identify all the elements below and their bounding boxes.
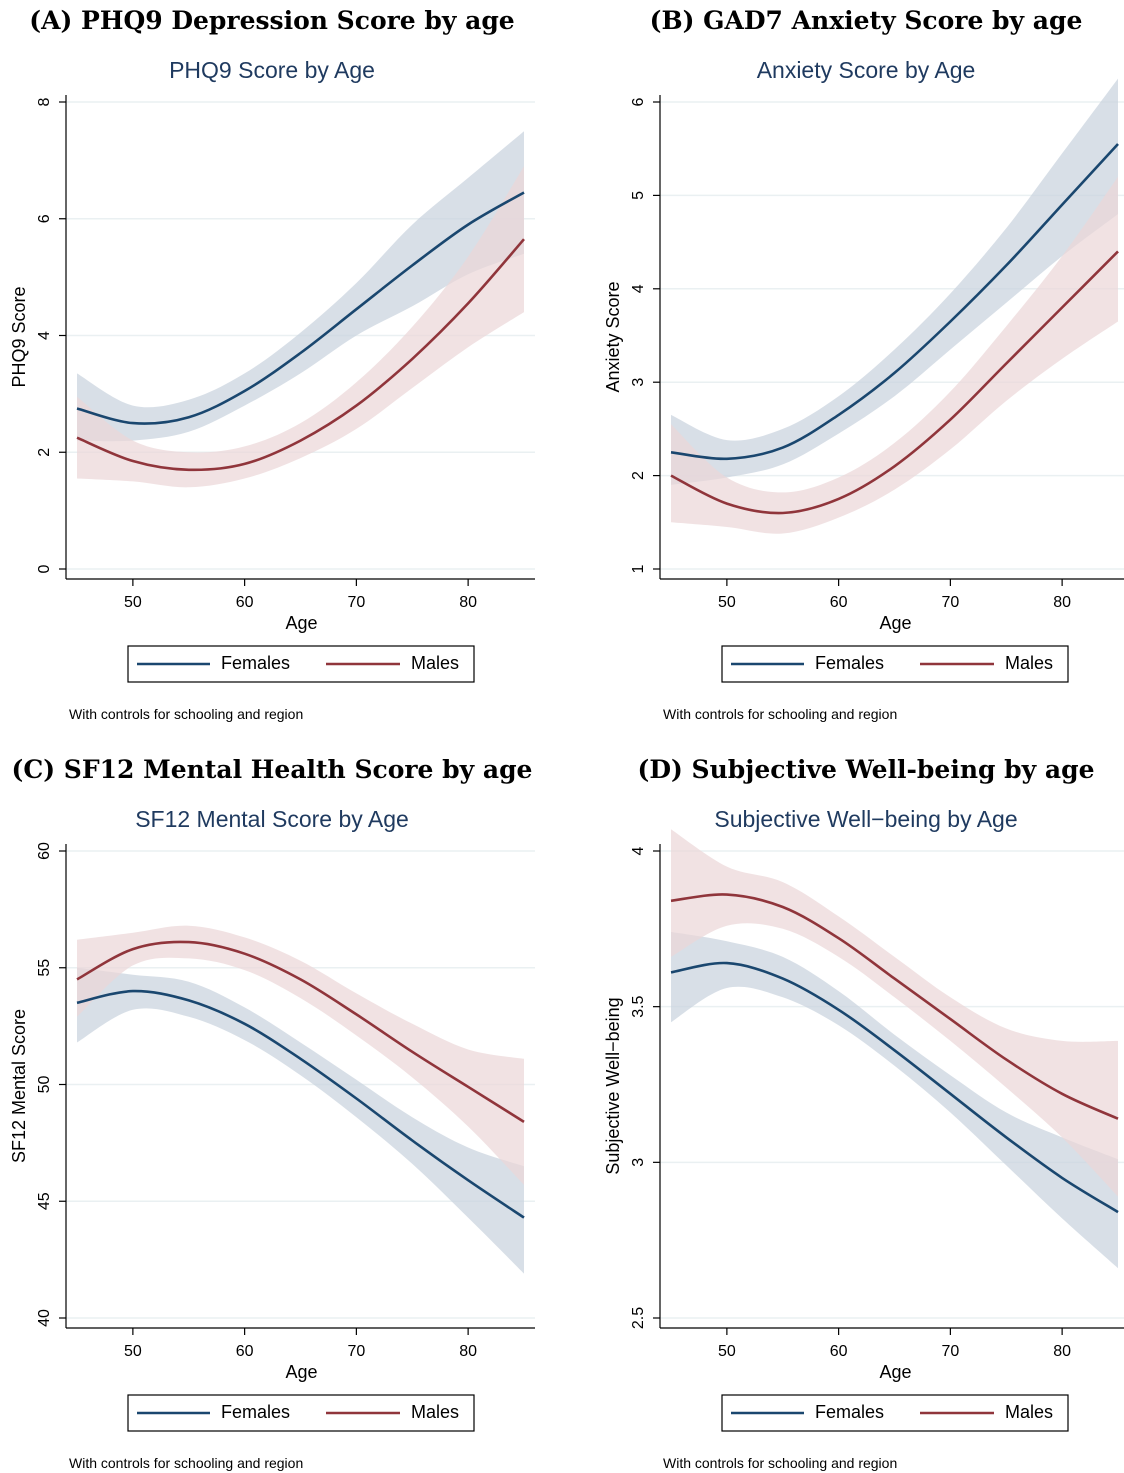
y-tick-label: 2 bbox=[36, 448, 53, 457]
figure-note: With controls for schooling and region bbox=[663, 706, 897, 722]
chart-panel-b: (B) GAD7 Anxiety Score by age Anxiety Sco… bbox=[603, 6, 1124, 722]
y-axis-label: SF12 Mental Score bbox=[9, 1009, 29, 1163]
x-tick-label: 60 bbox=[830, 1343, 848, 1360]
chart-panel-d: (D) Subjective Well-being by age Subjecti… bbox=[603, 755, 1124, 1471]
y-tick-label: 8 bbox=[36, 97, 53, 106]
confidence-band-females bbox=[671, 931, 1118, 1269]
y-tick-label: 4 bbox=[36, 331, 53, 340]
x-axis-label: Age bbox=[879, 613, 911, 633]
chart-title: Subjective Well−being by Age bbox=[714, 806, 1017, 832]
series-line-males bbox=[670, 893, 1119, 1120]
x-tick-label: 80 bbox=[459, 594, 477, 611]
legend-label-females: Females bbox=[221, 1402, 290, 1422]
series-line-females bbox=[76, 989, 525, 1219]
x-tick-label: 80 bbox=[459, 1343, 477, 1360]
confidence-band-females bbox=[671, 78, 1118, 485]
y-tick-label: 2.5 bbox=[630, 1307, 647, 1329]
y-axis-label: PHQ9 Score bbox=[9, 286, 29, 387]
y-tick-label: 5 bbox=[630, 191, 647, 200]
chart-panel-a: (A) PHQ9 Depression Score by age PHQ9 Sco… bbox=[9, 6, 535, 722]
legend: Females Males bbox=[127, 1394, 475, 1432]
y-tick-label: 6 bbox=[36, 214, 53, 223]
panel-title: (A) PHQ9 Depression Score by age bbox=[29, 6, 514, 35]
y-tick-label: 0 bbox=[36, 564, 53, 573]
confidence-band-males bbox=[77, 925, 524, 1185]
y-tick-label: 1 bbox=[630, 564, 647, 573]
x-tick-label: 70 bbox=[941, 594, 959, 611]
x-tick-label: 50 bbox=[718, 594, 736, 611]
series-line-males bbox=[76, 238, 525, 472]
legend: Females Males bbox=[721, 645, 1069, 683]
x-axis-label: Age bbox=[879, 1362, 911, 1382]
y-tick-label: 50 bbox=[36, 1076, 53, 1094]
panel-title: (B) GAD7 Anxiety Score by age bbox=[650, 6, 1083, 35]
y-tick-label: 3 bbox=[630, 1158, 647, 1167]
x-tick-label: 70 bbox=[347, 1343, 365, 1360]
y-tick-label: 4 bbox=[630, 846, 647, 855]
confidence-band-females bbox=[77, 131, 524, 442]
panel-title: (D) Subjective Well-being by age bbox=[638, 755, 1095, 784]
confidence-band-females bbox=[77, 967, 524, 1274]
y-tick-label: 3 bbox=[630, 378, 647, 387]
legend-label-females: Females bbox=[815, 1402, 884, 1422]
figure-note: With controls for schooling and region bbox=[69, 1455, 303, 1471]
chart-title: Anxiety Score by Age bbox=[757, 57, 976, 83]
x-tick-label: 60 bbox=[236, 594, 254, 611]
y-tick-label: 3.5 bbox=[630, 995, 647, 1017]
chart-title: PHQ9 Score by Age bbox=[169, 57, 375, 83]
confidence-band-males bbox=[77, 166, 524, 488]
figure-note: With controls for schooling and region bbox=[663, 1455, 897, 1471]
series-line-females bbox=[670, 143, 1119, 461]
legend-label-females: Females bbox=[815, 653, 884, 673]
legend-label-males: Males bbox=[411, 653, 459, 673]
legend-label-males: Males bbox=[411, 1402, 459, 1422]
panel-title: (C) SF12 Mental Health Score by age bbox=[12, 755, 533, 784]
x-tick-label: 70 bbox=[941, 1343, 959, 1360]
y-tick-label: 6 bbox=[630, 97, 647, 106]
chart-title: SF12 Mental Score by Age bbox=[135, 806, 409, 832]
y-tick-label: 55 bbox=[36, 959, 53, 977]
x-tick-label: 80 bbox=[1053, 1343, 1071, 1360]
y-axis-label: Subjective Well−being bbox=[603, 997, 623, 1174]
x-tick-label: 50 bbox=[718, 1343, 736, 1360]
series-line-females bbox=[670, 961, 1119, 1214]
series-line-males bbox=[670, 250, 1119, 515]
x-tick-label: 60 bbox=[830, 594, 848, 611]
confidence-band-males bbox=[671, 829, 1118, 1197]
x-tick-label: 70 bbox=[347, 594, 365, 611]
y-tick-label: 45 bbox=[36, 1192, 53, 1210]
y-tick-label: 2 bbox=[630, 471, 647, 480]
x-axis-label: Age bbox=[285, 1362, 317, 1382]
x-tick-label: 80 bbox=[1053, 594, 1071, 611]
legend-label-females: Females bbox=[221, 653, 290, 673]
series-line-males bbox=[76, 940, 525, 1123]
x-tick-label: 50 bbox=[124, 594, 142, 611]
figure-note: With controls for schooling and region bbox=[69, 706, 303, 722]
y-tick-label: 40 bbox=[36, 1309, 53, 1327]
legend-label-males: Males bbox=[1005, 653, 1053, 673]
x-tick-label: 50 bbox=[124, 1343, 142, 1360]
y-tick-label: 60 bbox=[36, 842, 53, 860]
legend: Females Males bbox=[127, 645, 475, 683]
x-tick-label: 60 bbox=[236, 1343, 254, 1360]
y-tick-label: 4 bbox=[630, 284, 647, 293]
y-axis-label: Anxiety Score bbox=[603, 281, 623, 392]
x-axis-label: Age bbox=[285, 613, 317, 633]
legend: Females Males bbox=[721, 1394, 1069, 1432]
legend-label-males: Males bbox=[1005, 1402, 1053, 1422]
series-line-females bbox=[76, 191, 525, 425]
chart-panel-c: (C) SF12 Mental Health Score by age SF12 … bbox=[9, 755, 535, 1471]
